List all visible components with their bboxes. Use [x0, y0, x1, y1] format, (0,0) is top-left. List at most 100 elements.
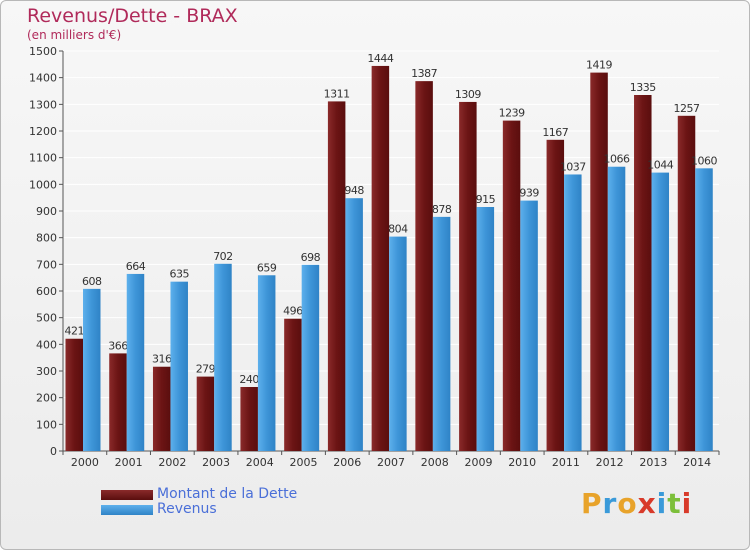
bar-revenue [345, 198, 363, 451]
bar-revenue [214, 263, 232, 451]
logo-letter: P [581, 487, 603, 520]
bar-revenue [301, 264, 320, 451]
bar-debt [590, 72, 608, 451]
data-label-debt: 421 [65, 325, 85, 338]
data-label-debt: 1257 [674, 102, 700, 115]
x-tick-label: 2002 [158, 456, 186, 469]
x-tick-label: 2003 [202, 456, 230, 469]
data-label-revenue: 804 [388, 223, 408, 236]
y-tick-label: 300 [36, 365, 57, 378]
bar-debt [65, 338, 83, 451]
y-tick-label: 400 [36, 338, 57, 351]
logo-letter: r [602, 487, 618, 520]
chart-title: Revenus/Dette - BRAX [27, 5, 238, 27]
legend-swatch-revenue [101, 505, 153, 515]
bar-revenue [607, 166, 626, 451]
bar-revenue [695, 168, 713, 452]
x-tick-label: 2009 [464, 456, 492, 469]
bar-revenue [257, 275, 276, 451]
data-label-debt: 1239 [499, 107, 525, 120]
data-label-revenue: 1060 [691, 154, 717, 167]
bar-debt [677, 115, 696, 452]
y-tick-label: 800 [36, 232, 57, 245]
data-label-revenue: 939 [519, 187, 539, 200]
data-label-revenue: 664 [126, 260, 146, 273]
legend-swatch-debt [101, 490, 153, 500]
bar-revenue [520, 200, 538, 451]
y-tick-label: 1300 [29, 98, 57, 111]
data-label-debt: 1387 [411, 67, 437, 80]
data-label-revenue: 948 [344, 184, 364, 197]
bar-debt [152, 366, 171, 451]
y-tick-label: 1400 [29, 72, 57, 85]
bar-debt [459, 101, 477, 451]
data-label-revenue: 608 [82, 275, 102, 288]
bar-debt [546, 139, 565, 452]
bar-debt [240, 387, 258, 451]
logo-letter: i [681, 487, 693, 520]
data-label-revenue: 698 [301, 251, 321, 264]
x-tick-label: 2010 [508, 456, 536, 469]
x-tick-label: 2004 [246, 456, 274, 469]
y-tick-label: 900 [36, 205, 57, 218]
bar-revenue [432, 216, 451, 451]
y-tick-label: 1500 [29, 45, 57, 58]
y-tick-label: 1200 [29, 125, 57, 138]
x-tick-label: 2011 [552, 456, 580, 469]
x-tick-label: 2008 [421, 456, 449, 469]
legend-label-revenue: Revenus [157, 501, 217, 517]
data-label-revenue: 1066 [604, 153, 630, 166]
bar-revenue [126, 273, 145, 451]
bar-revenue [170, 281, 188, 451]
chart-subtitle: (en milliers d'€) [27, 28, 122, 42]
x-tick-label: 2012 [596, 456, 624, 469]
logo-letter: o [617, 487, 638, 520]
bar-debt [327, 101, 346, 452]
logo-letter: t [667, 487, 682, 520]
data-label-revenue: 635 [169, 268, 189, 281]
data-label-debt: 1311 [324, 87, 350, 100]
bar-debt [502, 120, 521, 451]
logo-letter: i [656, 487, 668, 520]
y-tick-label: 1000 [29, 178, 57, 191]
data-label-revenue: 878 [432, 203, 452, 216]
x-tick-label: 2014 [683, 456, 711, 469]
x-tick-label: 2013 [639, 456, 667, 469]
y-tick-label: 500 [36, 312, 57, 325]
data-label-revenue: 702 [213, 250, 233, 263]
x-tick-label: 2000 [71, 456, 99, 469]
x-tick-label: 2006 [333, 456, 361, 469]
bar-revenue [83, 288, 101, 451]
y-tick-label: 1100 [29, 152, 57, 165]
data-label-debt: 496 [283, 305, 303, 318]
bar-revenue [389, 236, 407, 451]
y-tick-label: 700 [36, 258, 57, 271]
data-label-debt: 316 [152, 353, 172, 366]
bar-debt [634, 95, 652, 451]
bar-revenue [476, 207, 495, 451]
y-tick-label: 200 [36, 392, 57, 405]
x-tick-label: 2005 [290, 456, 318, 469]
data-label-debt: 366 [108, 339, 128, 352]
data-label-revenue: 659 [257, 261, 277, 274]
data-label-debt: 1309 [455, 88, 481, 101]
y-tick-label: 600 [36, 285, 57, 298]
x-tick-label: 2001 [115, 456, 143, 469]
data-label-debt: 1335 [630, 81, 656, 94]
y-tick-label: 100 [36, 418, 57, 431]
data-label-revenue: 1044 [647, 159, 673, 172]
data-label-debt: 1444 [367, 52, 393, 65]
data-label-debt: 1167 [542, 126, 568, 139]
logo-letter: x [637, 487, 657, 520]
data-label-revenue: 915 [476, 193, 496, 206]
bar-revenue [564, 174, 582, 451]
bar-debt [284, 318, 302, 451]
bar-debt [109, 353, 127, 451]
data-label-debt: 279 [196, 363, 216, 376]
bar-revenue [651, 172, 670, 451]
data-label-debt: 240 [239, 373, 259, 386]
proxiti-logo: Proxiti [581, 487, 692, 520]
data-label-revenue: 1037 [560, 160, 586, 173]
